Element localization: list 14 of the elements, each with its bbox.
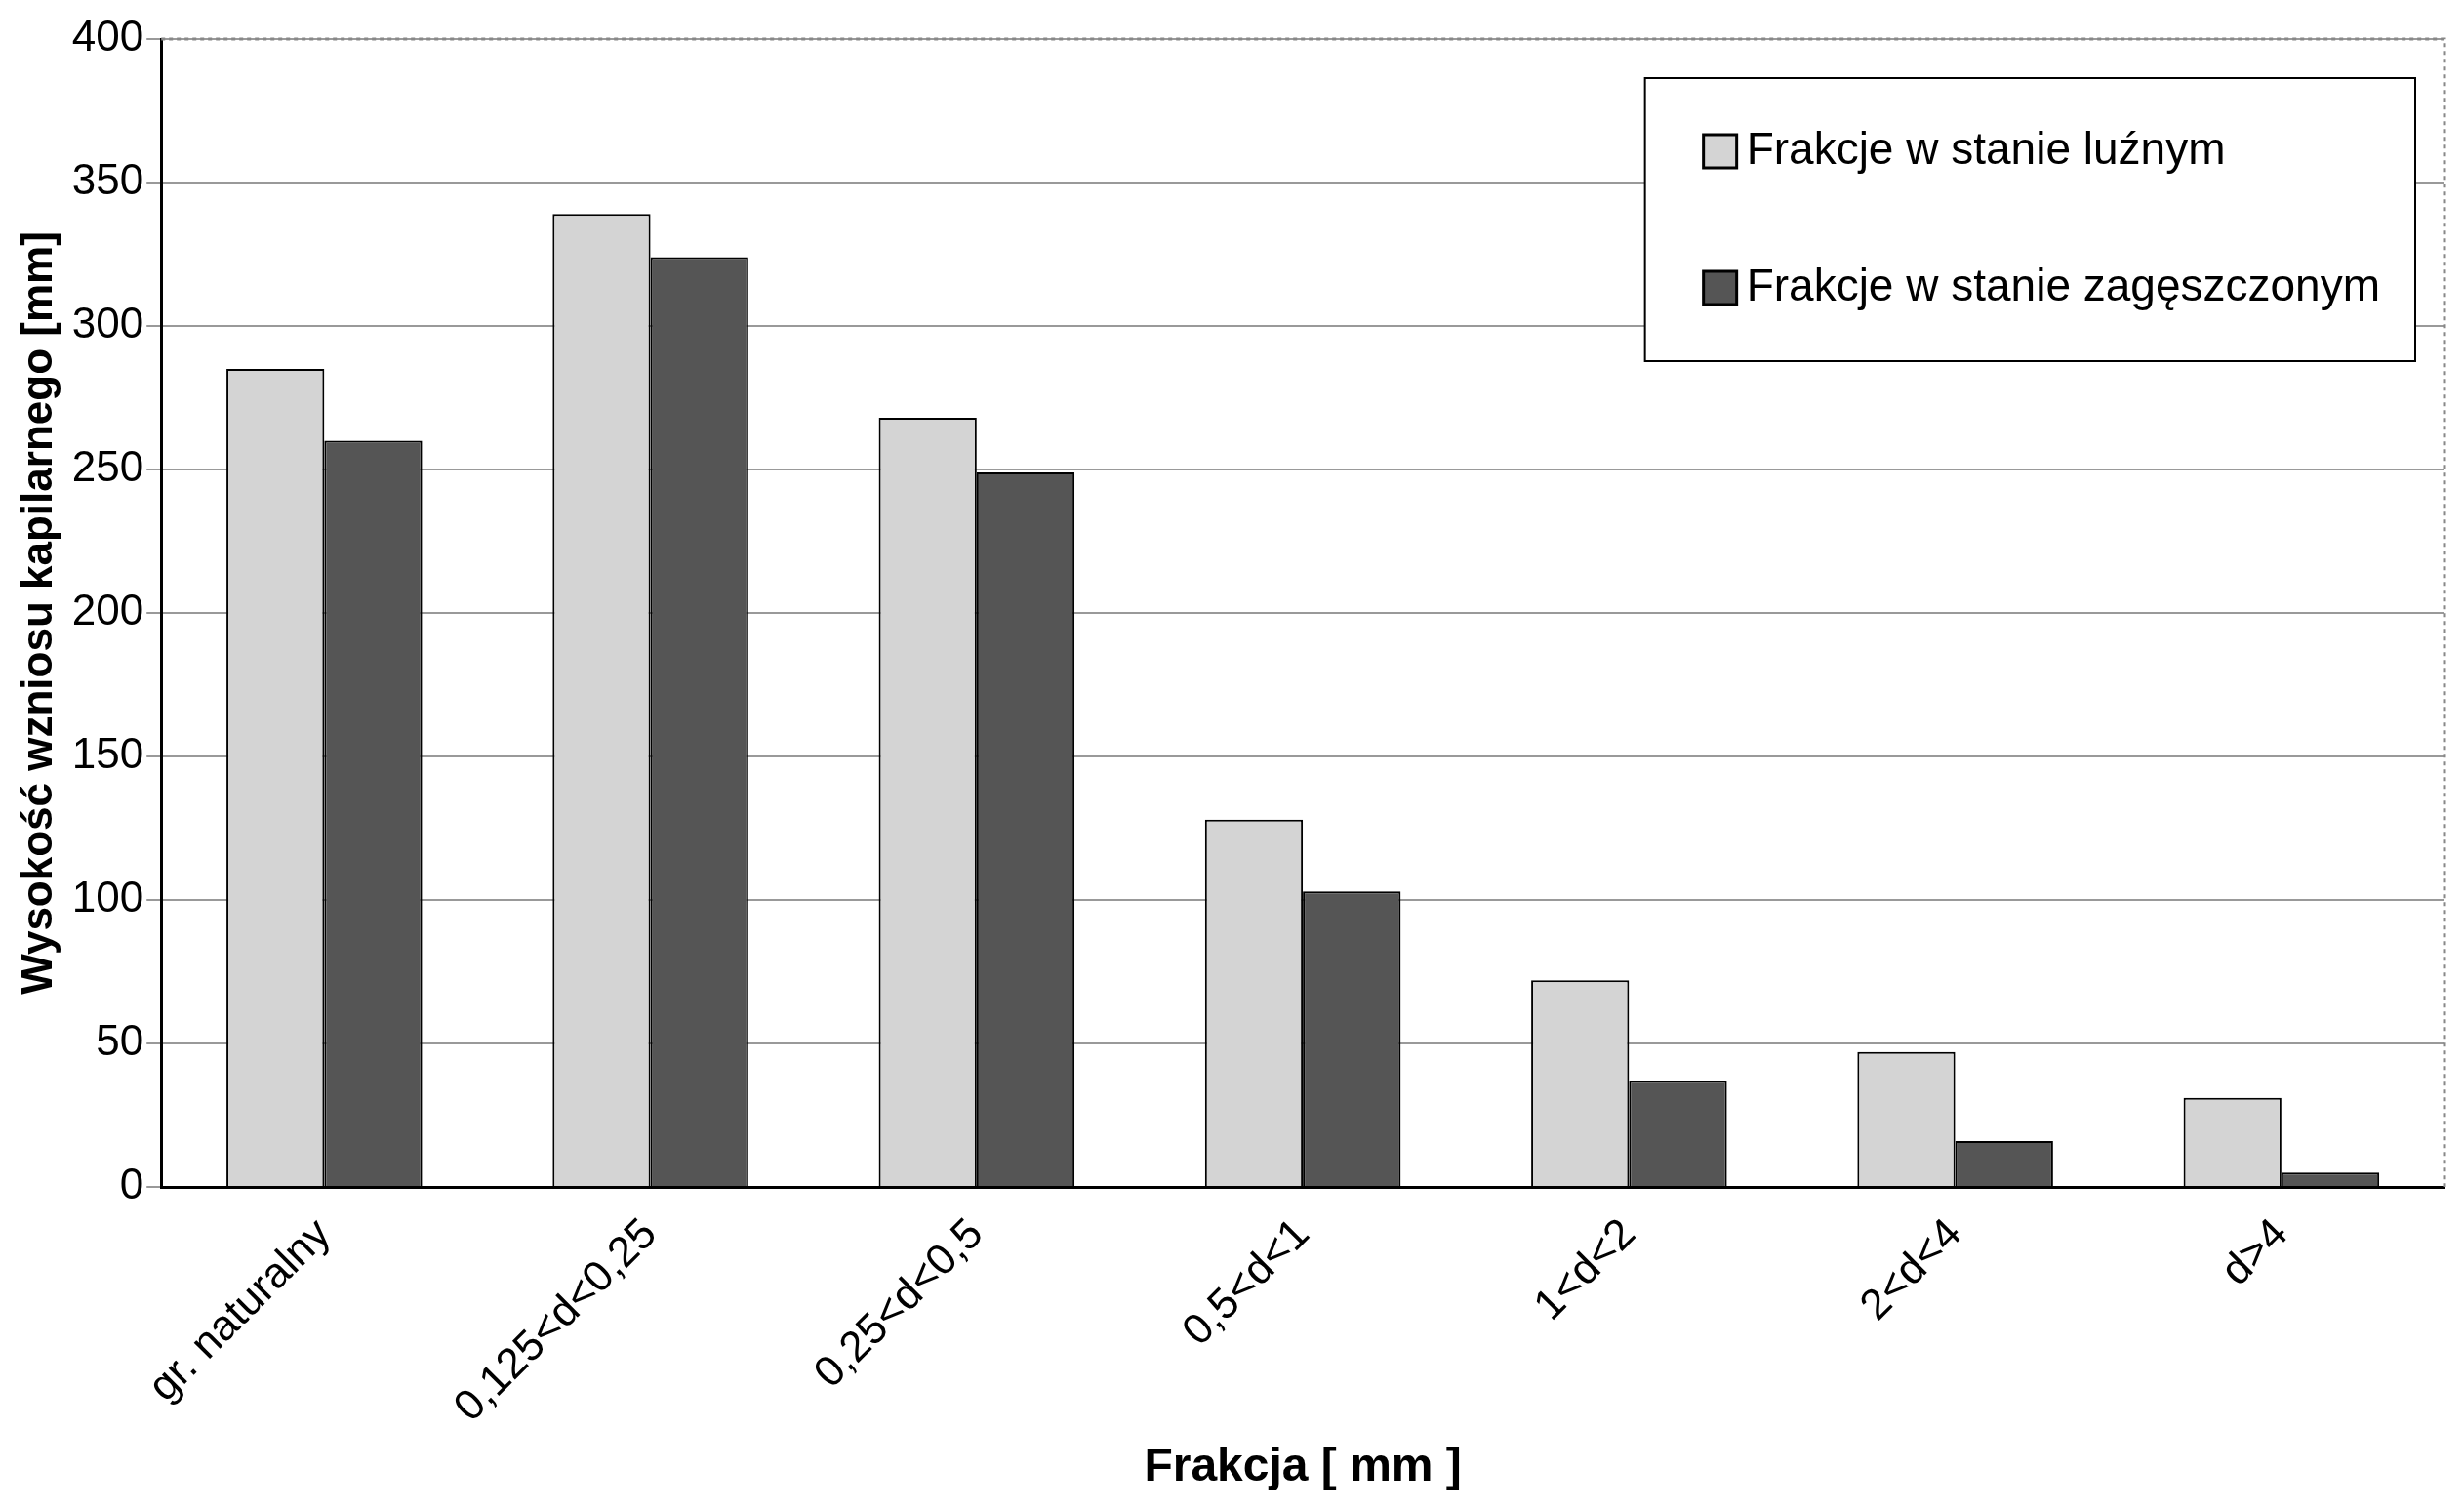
y-tick-label: 200	[71, 586, 144, 634]
y-tick-label: 400	[71, 12, 144, 61]
legend-label: Frakcje w stanie luźnym	[1746, 122, 2226, 174]
y-tick-label: 100	[71, 873, 144, 921]
x-tick-label: d>4	[2210, 1207, 2296, 1294]
y-tick-label: 300	[71, 299, 144, 347]
y-tick-label: 150	[71, 729, 144, 778]
y-tick-label: 0	[119, 1160, 144, 1208]
y-tick-label: 50	[96, 1016, 144, 1065]
x-axis-title: Frakcja [ mm ]	[1144, 1439, 1462, 1491]
y-tick-label: 350	[71, 155, 144, 204]
legend-label: Frakcje w stanie zagęszczonym	[1746, 259, 2381, 310]
y-axis-title: Wysokość wzniosu kapilarnego [mm]	[12, 231, 61, 995]
y-tick-label: 250	[71, 442, 144, 491]
